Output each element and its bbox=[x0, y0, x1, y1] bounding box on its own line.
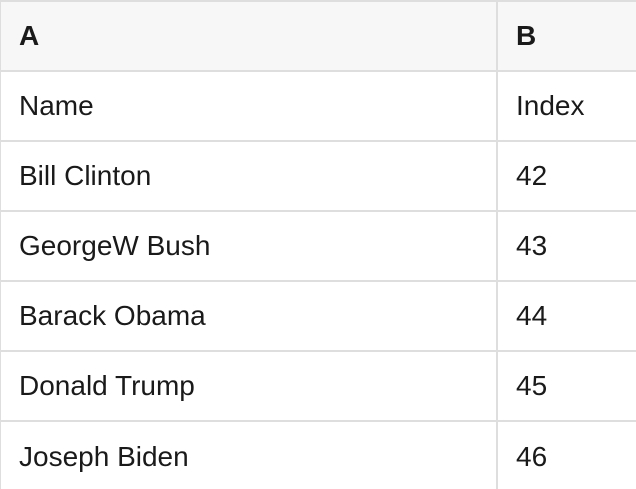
table-row: Barack Obama 44 bbox=[1, 282, 636, 352]
table-cell[interactable]: Index bbox=[516, 90, 585, 121]
table-cell[interactable]: Donald Trump bbox=[1, 352, 498, 420]
table-cell[interactable]: 42 bbox=[516, 160, 548, 191]
table-cell[interactable]: 46 bbox=[516, 441, 548, 472]
table-row: Bill Clinton 42 bbox=[1, 142, 636, 212]
table-cell[interactable]: Barack Obama bbox=[1, 282, 498, 350]
table-row: Donald Trump 45 bbox=[1, 352, 636, 422]
table-cell[interactable]: GeorgeW Bush bbox=[1, 212, 498, 280]
column-header-a[interactable]: A bbox=[1, 2, 498, 70]
table-cell[interactable]: Joseph Biden bbox=[1, 422, 498, 489]
table-cell[interactable]: Bill Clinton bbox=[1, 142, 498, 210]
table-row: Joseph Biden 46 bbox=[1, 422, 636, 489]
table-row: Name Index bbox=[1, 72, 636, 142]
column-header-b[interactable]: B bbox=[516, 20, 537, 51]
table-cell[interactable]: 43 bbox=[516, 230, 548, 261]
table-row: GeorgeW Bush 43 bbox=[1, 212, 636, 282]
table-cell[interactable]: 44 bbox=[516, 300, 548, 331]
table-cell[interactable]: 45 bbox=[516, 370, 548, 401]
table-header-row: A B bbox=[1, 2, 636, 72]
table-cell[interactable]: Name bbox=[1, 72, 498, 140]
